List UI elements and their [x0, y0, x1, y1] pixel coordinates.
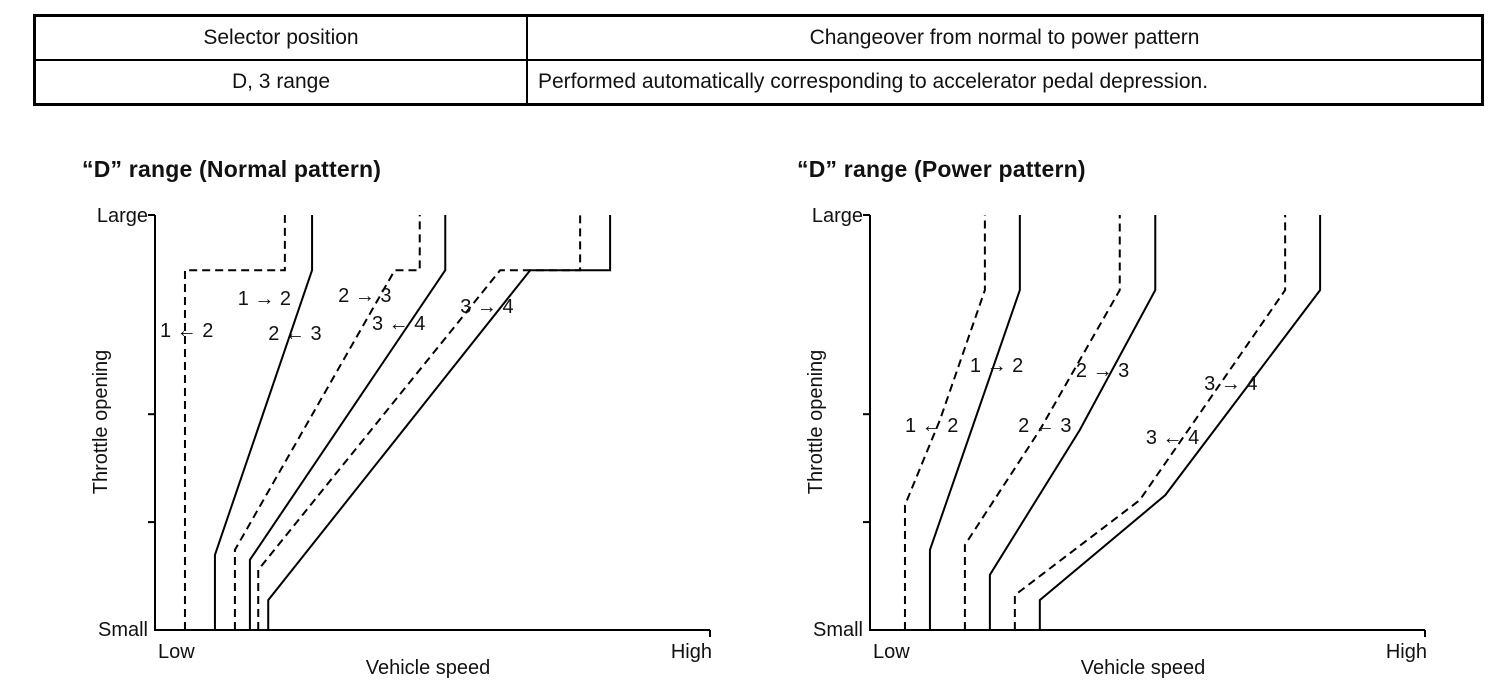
curve-upshift-1-2: [928, 215, 1021, 630]
x-axis-max-label: High: [1386, 641, 1427, 663]
y-axis-min-label: Small: [98, 619, 148, 641]
table-header-selector-position: Selector position: [33, 14, 528, 61]
curve-downshift-2-1: [183, 215, 286, 630]
shift-diagram-power: Large Small Low High Vehicle speed Throt…: [805, 205, 1427, 679]
y-axis-title: Throttle opening: [805, 350, 827, 495]
table-header-changeover: Changeover from normal to power pattern: [526, 14, 1484, 61]
curve-upshift-2-3: [248, 215, 447, 630]
shift-label: 3 → 4: [1204, 373, 1257, 395]
curve-upshift-3-4: [267, 215, 612, 630]
shift-label: 2 ← 3: [268, 323, 321, 345]
x-axis-max-label: High: [671, 641, 712, 663]
y-axis-title: Throttle opening: [90, 350, 112, 495]
chart-normal-pattern: “D” range (Normal pattern) Large Small L…: [60, 150, 772, 698]
table-header-row: Selector position Changeover from normal…: [33, 14, 1484, 61]
curve-upshift-2-3: [988, 215, 1157, 630]
shift-label: 2 → 3: [338, 285, 391, 307]
shift-label: 2 → 3: [1076, 360, 1129, 382]
shift-label: 3 ← 4: [1146, 427, 1199, 449]
y-axis-max-label: Large: [812, 205, 863, 227]
x-axis-min-label: Low: [873, 641, 910, 663]
x-axis-min-label: Low: [158, 641, 195, 663]
table-row: D, 3 range Performed automatically corre…: [33, 59, 1484, 106]
curve-downshift-4-3: [257, 215, 582, 630]
x-axis-title: Vehicle speed: [366, 657, 491, 679]
chart-title: “D” range (Normal pattern): [82, 156, 382, 182]
curve-downshift-4-3: [1013, 215, 1287, 630]
shift-label: 3 ← 4: [372, 313, 425, 335]
x-axis-title: Vehicle speed: [1081, 657, 1206, 679]
curve-downshift-2-1: [903, 215, 986, 630]
chart-title: “D” range (Power pattern): [797, 156, 1086, 182]
table-cell-description: Performed automatically corresponding to…: [526, 59, 1484, 106]
shift-diagram-normal: Large Small Low High Vehicle speed Throt…: [90, 205, 712, 679]
axes: [154, 215, 710, 631]
y-axis-min-label: Small: [813, 619, 863, 641]
shift-label: 1 ← 2: [905, 415, 958, 437]
shift-label: 3 → 4: [460, 296, 513, 318]
shift-label: 1 → 2: [970, 355, 1023, 377]
curve-downshift-3-2: [963, 215, 1121, 630]
curve-downshift-3-2: [233, 215, 421, 630]
curve-upshift-3-4: [1038, 215, 1322, 630]
table-cell-range: D, 3 range: [33, 59, 528, 106]
y-axis-max-label: Large: [97, 205, 148, 227]
chart-power-pattern: “D” range (Power pattern) Large Small Lo…: [775, 150, 1487, 698]
shift-label: 2 ← 3: [1018, 415, 1071, 437]
curve-upshift-1-2: [213, 215, 314, 630]
selector-position-table: Selector position Changeover from normal…: [33, 14, 1484, 106]
shift-label: 1 ← 2: [160, 320, 213, 342]
axes: [869, 215, 1425, 631]
shift-label: 1 → 2: [238, 288, 291, 310]
